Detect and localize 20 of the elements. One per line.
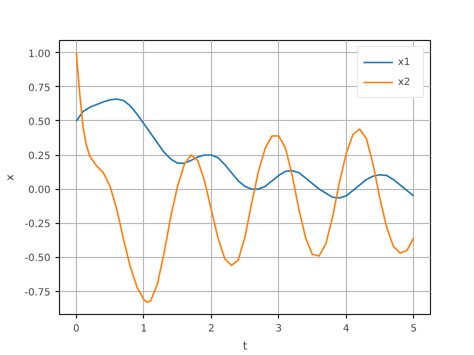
x-tick-label: 4 bbox=[343, 324, 350, 334]
y-axis-title: x bbox=[4, 174, 17, 181]
x-tick-label: 5 bbox=[410, 324, 417, 334]
x-axis-title: t bbox=[242, 340, 248, 352]
x-tick-label: 2 bbox=[208, 324, 214, 334]
line-series bbox=[76, 98, 414, 199]
y-tick-label: -0.25 bbox=[24, 219, 50, 230]
y-tick-label: 0.25 bbox=[28, 151, 50, 162]
y-tick-label: 0.75 bbox=[28, 82, 50, 94]
legend-label: x1 bbox=[398, 56, 412, 68]
y-tick-label: 0.00 bbox=[28, 185, 50, 196]
y-tick-label: -0.75 bbox=[24, 287, 50, 298]
y-tick-label: -0.50 bbox=[24, 253, 50, 264]
x-tick-label: 0 bbox=[73, 324, 80, 334]
line-series bbox=[76, 52, 414, 304]
legend-label: x2 bbox=[398, 76, 412, 88]
x-tick-label: 1 bbox=[140, 324, 148, 334]
y-tick-label: 1.00 bbox=[28, 48, 50, 60]
x-tick-label: 3 bbox=[276, 324, 282, 334]
y-tick-label: 0.50 bbox=[28, 116, 50, 128]
